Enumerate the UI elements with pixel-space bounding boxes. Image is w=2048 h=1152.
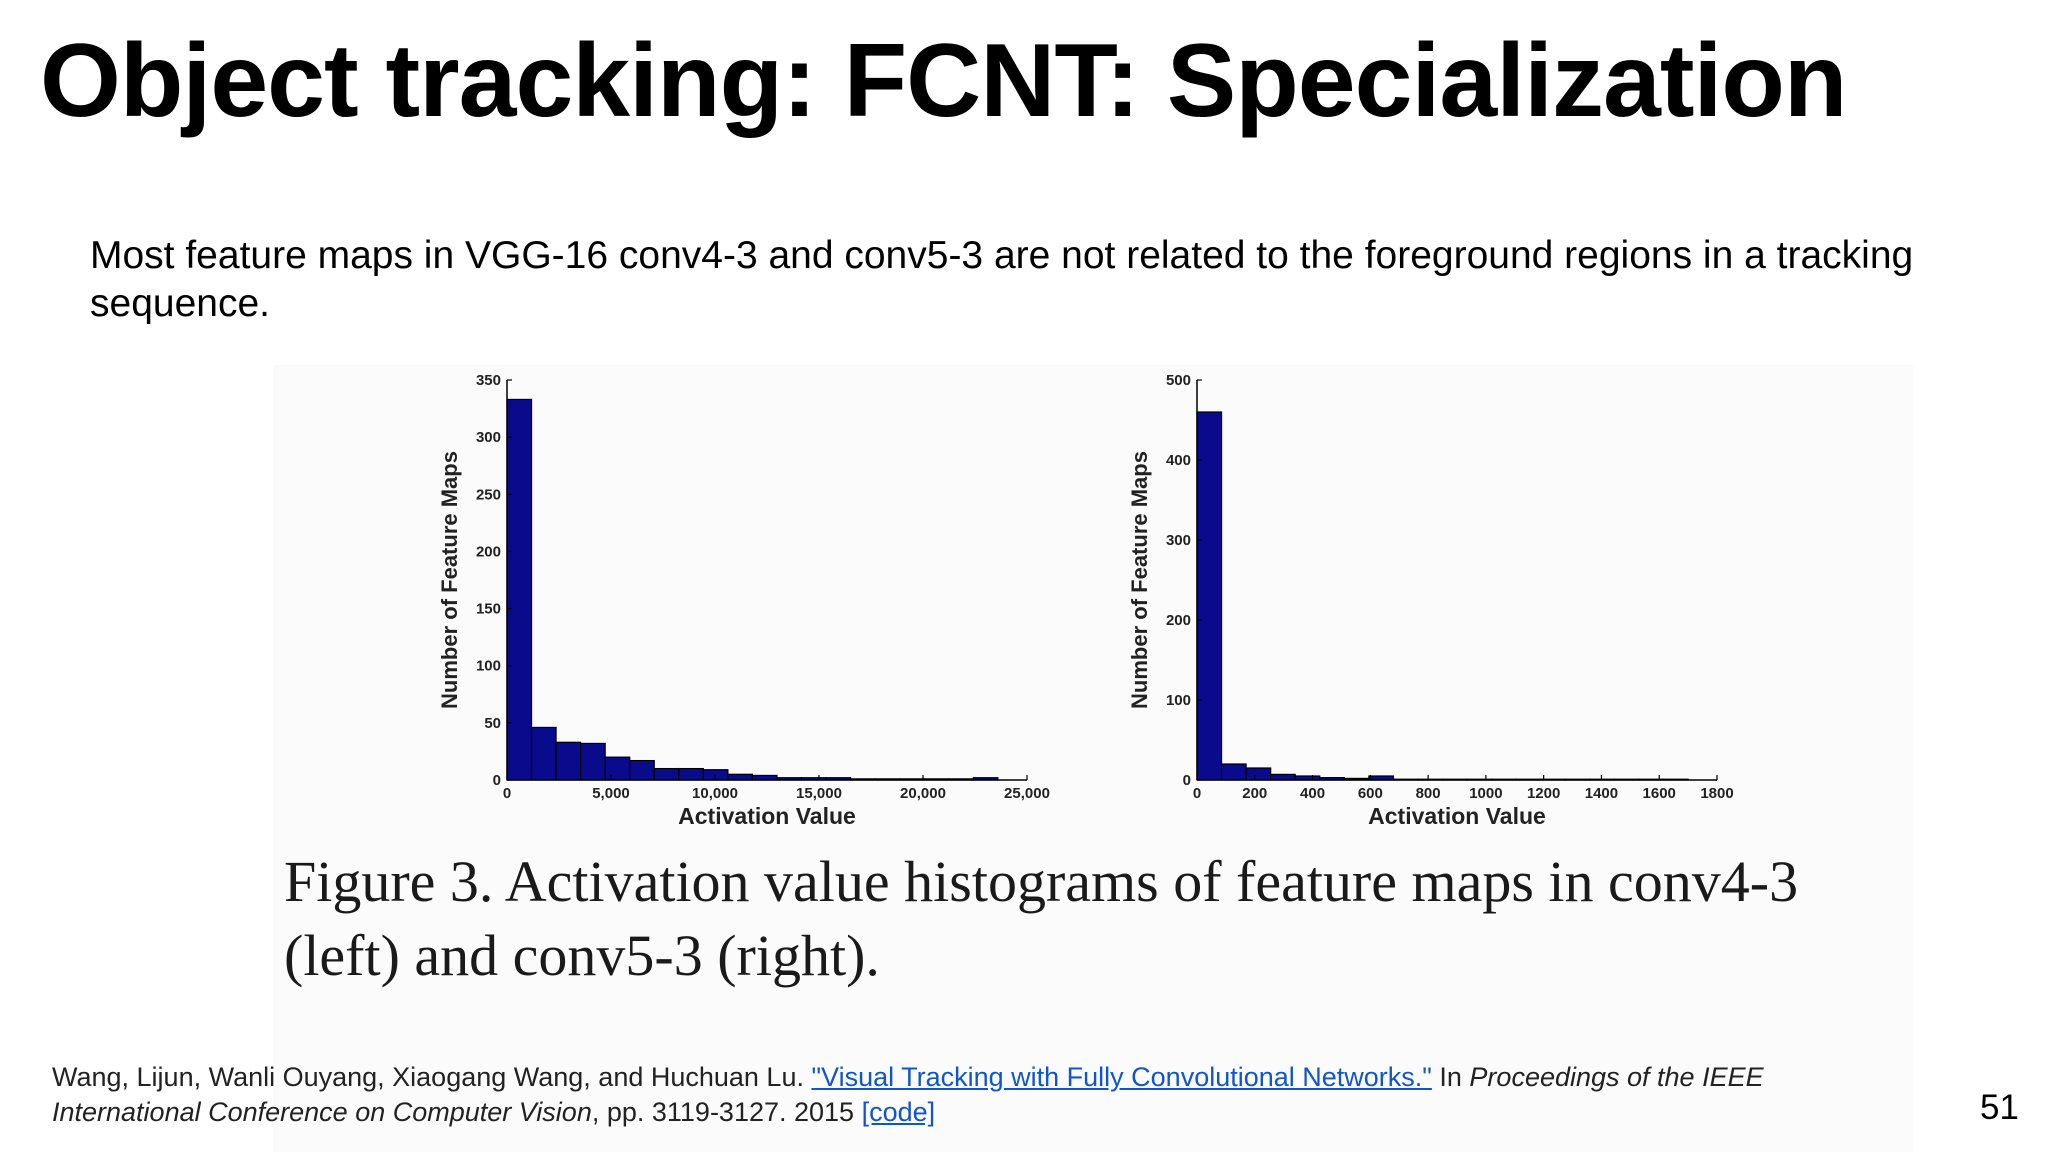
chart1-y-axis-label: Number of Feature Maps [437,451,462,709]
citation-venue-line2: International Conference on Computer Vis… [52,1097,592,1127]
chart2-bar [1245,767,1272,781]
histogram-conv5-3: 0 200 400 600 800 1000 1200 1400 1600 1800 0 100 200… [1127,372,1734,829]
chart1-bar [629,759,655,781]
chart2-y-tick-label: 100 [1166,692,1191,709]
chart1-x-axis-label: Activation Value [678,803,856,829]
chart1-bar [555,741,582,781]
citation-pages: , pp. 3119-3127. 2015 [591,1097,862,1127]
chart1-bar [530,726,557,781]
chart1-bar [506,398,533,781]
chart1-x-tick-label: 20,000 [900,785,946,802]
chart2-y-tick-label: 500 [1166,372,1191,389]
chart2-x-tick-label: 800 [1416,785,1441,802]
chart1-y-tick-label: 0 [493,772,501,789]
chart1-bar [678,767,704,781]
citation: Wang, Lijun, Wanli Ouyang, Xiaogang Wang… [52,1060,1972,1130]
chart1-bar [604,756,631,781]
figure-caption: Figure 3. Activation value histograms of… [284,849,1799,988]
chart1-bar [702,769,729,781]
chart1-bar [653,767,680,781]
chart1-y-tick-label: 100 [476,658,501,675]
chart1-y-tick-label: 150 [476,601,501,618]
histogram-conv4-3: 0 5,000 10,000 15,000 20,000 25,000 0 50 100 150 2… [437,372,1050,829]
chart2-y-tick-label: 0 [1183,772,1191,789]
chart1-bar [727,773,754,781]
chart2-x-tick-label: 0 [1193,785,1201,802]
chart1-x-tick-label: 10,000 [692,785,738,802]
chart2-x-tick-label: 600 [1358,785,1383,802]
chart2-x-tick-label: 400 [1300,785,1325,802]
citation-venue-line1: Proceedings of the IEEE [1469,1062,1764,1092]
chart2-x-tick-label: 1600 [1643,785,1676,802]
chart2-bar [1220,763,1247,781]
chart1-y-tick-label: 350 [476,372,501,389]
chart1-y-tick-label: 50 [484,715,501,732]
chart1-x-tick-label: 25,000 [1004,785,1050,802]
chart2-x-tick-label: 1200 [1527,785,1560,802]
chart1-y-tick-label: 250 [476,486,501,503]
chart2-y-tick-label: 400 [1166,452,1191,469]
chart1-x-tick-label: 5,000 [592,785,630,802]
chart2-x-axis-label: Activation Value [1368,803,1546,829]
chart2-bar [1270,773,1296,781]
chart2-x-tick-label: 1400 [1585,785,1618,802]
chart2-x-tick-label: 1000 [1469,785,1502,802]
citation-in: In [1431,1062,1470,1092]
chart2-y-tick-label: 300 [1166,532,1191,549]
slide-title: Object tracking: FCNT: Specialization [40,23,1847,139]
chart2-y-tick-label: 200 [1166,612,1191,629]
code-link[interactable]: [code] [861,1097,936,1127]
slide-number: 51 [1980,1088,2019,1127]
paper-link[interactable]: "Visual Tracking with Fully Convolutiona… [811,1062,1432,1092]
chart1-x-tick-label: 15,000 [796,785,842,802]
chart1-y-tick-label: 200 [476,543,501,560]
chart1-y-tick-label: 300 [476,429,501,446]
chart2-y-axis-label: Number of Feature Maps [1127,451,1152,709]
chart2-x-tick-label: 200 [1242,785,1267,802]
chart1-bar [580,742,606,781]
chart2-x-tick-label: 1800 [1700,785,1733,802]
citation-authors: Wang, Lijun, Wanli Ouyang, Xiaogang Wang… [52,1062,812,1092]
slide-body-text: Most feature maps in VGG-16 conv4-3 and … [90,234,1914,325]
chart1-x-tick-label: 0 [503,785,511,802]
chart2-bar [1196,411,1223,781]
